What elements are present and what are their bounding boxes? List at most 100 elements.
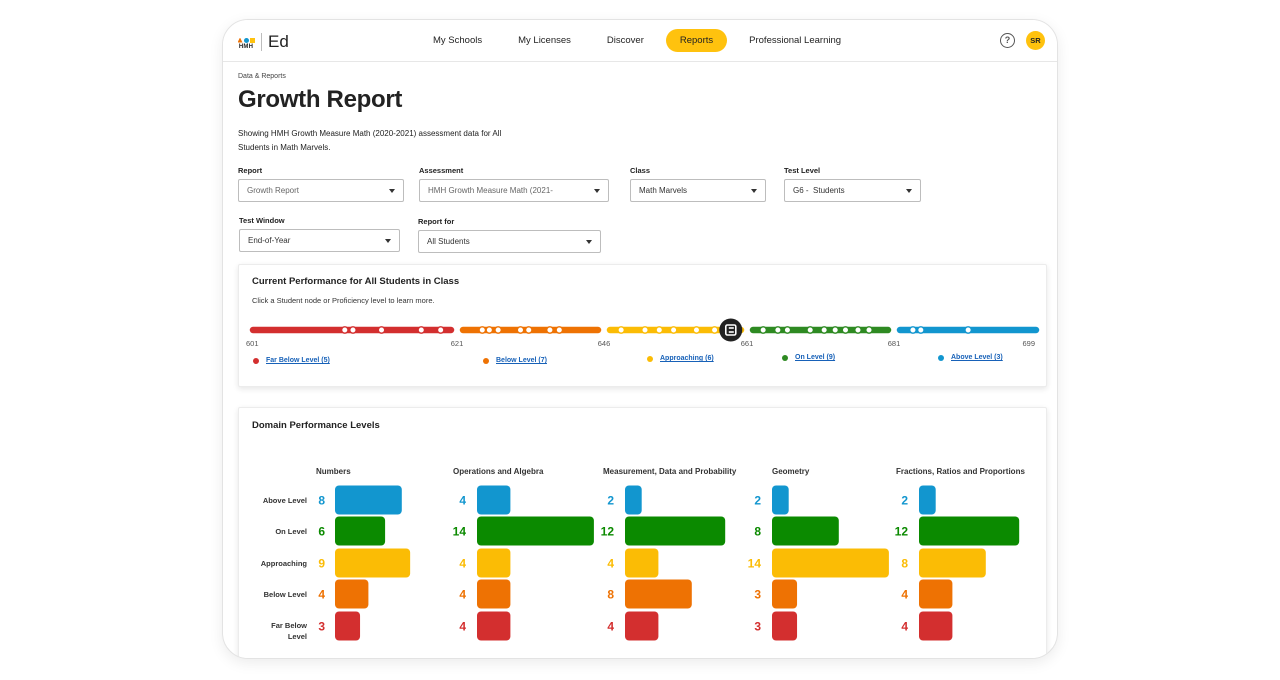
logo-divider [261,33,262,51]
chevron-down-icon [389,188,395,193]
student-node[interactable] [417,326,426,334]
domain-bar-value: 14 [453,525,467,539]
domain-bar-value: 14 [748,557,762,571]
student-node[interactable] [655,326,664,334]
domain-bar[interactable] [477,548,511,578]
domain-bar[interactable] [335,611,361,641]
nav-my-licenses[interactable]: My Licenses [518,35,571,46]
student-node[interactable] [485,326,494,334]
class-marker-circle [719,318,743,342]
domain-bar[interactable] [625,611,659,641]
student-node[interactable] [865,326,873,334]
legend-label: Far Below Level (5) [266,357,330,364]
legend-label: Above Level (3) [951,354,1003,361]
domain-bar[interactable] [772,611,798,641]
assessment-select[interactable]: HMH Growth Measure Math (2021- [419,179,609,202]
scale-tick-label: 621 [451,339,464,348]
proficiency-legend-link[interactable]: Above Level (3) [938,354,1003,361]
test-window-filter-label: Test Window [239,216,285,225]
report-for-select[interactable]: All Students [418,230,601,253]
proficiency-scale-chart: 601 621 646 661 681 699 [246,318,1040,348]
student-node[interactable] [916,326,925,334]
domain-bar[interactable] [772,485,789,515]
scale-tick-label: 646 [598,339,611,348]
domain-bar[interactable] [772,579,798,609]
domain-bar[interactable] [625,485,642,515]
domain-bar[interactable] [919,485,936,515]
student-node[interactable] [617,326,626,334]
student-node[interactable] [546,326,554,334]
student-node[interactable] [773,326,782,334]
student-node[interactable] [783,326,792,334]
proficiency-legend-link[interactable]: Far Below Level (5) [253,357,330,364]
nav-reports[interactable]: Reports [665,29,728,52]
student-node[interactable] [964,326,973,334]
legend-label: On Level (9) [795,354,836,361]
domain-bar[interactable] [919,611,953,641]
student-node[interactable] [349,326,357,334]
domain-bar[interactable] [335,579,369,609]
user-avatar[interactable]: SR [1026,31,1045,50]
class-select[interactable]: Math Marvels [630,179,766,202]
student-node[interactable] [854,326,862,334]
domain-column-title: Numbers [316,467,351,476]
domain-bar-value: 4 [459,557,466,571]
student-node[interactable] [555,326,564,334]
student-node[interactable] [340,326,349,334]
legend-dot [938,354,944,361]
student-node[interactable] [831,326,840,334]
domain-bar[interactable] [477,579,511,609]
student-node[interactable] [516,326,525,334]
domain-bar[interactable] [919,516,1020,546]
student-node[interactable] [524,326,533,334]
breadcrumb[interactable]: Data & Reports [238,73,286,80]
report-select[interactable]: Growth Report [238,179,404,202]
domain-bar[interactable] [919,579,953,609]
domain-bar[interactable] [625,516,726,546]
domain-bar[interactable] [335,485,402,515]
current-performance-title: Current Performance for All Students in … [252,276,460,287]
student-node[interactable] [759,326,768,334]
scale-tick-label: 661 [741,339,754,348]
student-node[interactable] [692,326,701,334]
student-node[interactable] [377,326,386,334]
domain-bar[interactable] [625,579,692,609]
proficiency-legend-link[interactable]: On Level (9) [782,354,835,361]
student-node[interactable] [494,326,503,334]
student-node[interactable] [641,326,649,334]
student-node[interactable] [841,326,850,334]
level-row-label: Level [288,632,307,641]
chevron-down-icon [751,188,757,193]
student-node[interactable] [820,326,829,334]
domain-bar[interactable] [477,611,511,641]
nav-professional-learning[interactable]: Professional Learning [749,35,842,46]
student-node[interactable] [436,326,445,334]
domain-bar[interactable] [919,548,986,578]
domain-bar[interactable] [772,516,839,546]
domain-bar[interactable] [772,548,889,578]
proficiency-legend-link[interactable]: Approaching (6) [647,355,714,362]
student-node[interactable] [909,326,917,334]
domain-bar[interactable] [625,548,659,578]
test-window-select[interactable]: End-of-Year [239,229,400,252]
level-row-label: Above Level [263,496,307,505]
nav-my-schools[interactable]: My Schools [433,35,483,46]
help-icon[interactable]: ? [1000,33,1015,48]
hmh-ed-logo[interactable]: HMH Ed [237,32,289,52]
student-node[interactable] [669,326,678,334]
test-level-select[interactable]: G6 - Students [784,179,921,202]
student-node[interactable] [806,326,815,334]
class-average-icon[interactable] [719,318,743,342]
domain-bar[interactable] [477,516,594,546]
student-node[interactable] [478,326,487,334]
domain-bar[interactable] [335,548,411,578]
domain-column-title: Fractions, Ratios and Proportions [896,467,1025,476]
domain-bar-value: 2 [607,494,614,508]
proficiency-legend-link[interactable]: Below Level (7) [483,357,547,364]
domain-bar[interactable] [477,485,511,515]
student-node[interactable] [710,326,719,334]
scale-tick-label: 681 [888,339,901,348]
domain-bar-value: 4 [607,620,614,634]
nav-discover[interactable]: Discover [606,35,644,46]
domain-bar[interactable] [335,516,386,546]
